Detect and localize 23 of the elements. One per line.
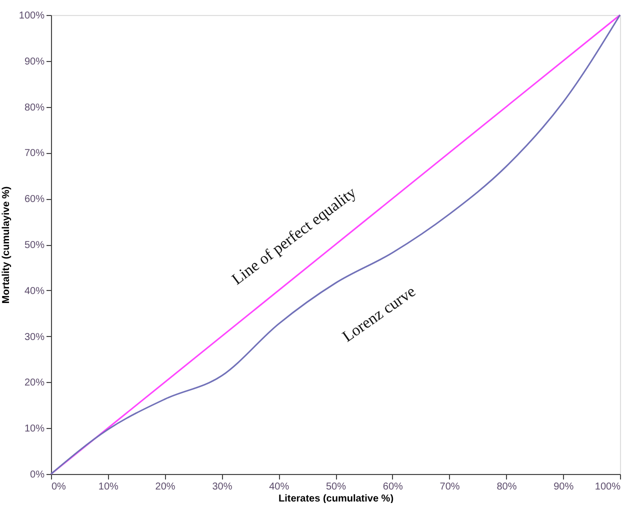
x-tick-label: 20% xyxy=(155,482,176,492)
x-tick-label: 60% xyxy=(382,482,404,492)
y-tick-label: 80% xyxy=(24,102,45,114)
x-tick-label: 50% xyxy=(326,482,346,492)
x-tick-label: 30% xyxy=(212,482,232,492)
y-tick-label: 90% xyxy=(24,56,45,68)
x-tick-label: 90% xyxy=(554,482,574,492)
x-tick-label: 70% xyxy=(440,482,460,492)
x-tick-label: 10% xyxy=(98,482,119,492)
y-tick-label: 10% xyxy=(24,424,45,435)
y-tick-label: 0% xyxy=(30,470,45,480)
y-tick-label: 20% xyxy=(24,378,45,389)
y-tick-label: 30% xyxy=(24,332,45,343)
y-tick-label: 50% xyxy=(24,240,45,251)
x-tick-label: 0% xyxy=(52,482,66,492)
y-tick-label: 100% xyxy=(18,10,45,22)
y-tick-label: 60% xyxy=(24,194,45,206)
y-axis-title: Mortality (cumulayive %) xyxy=(0,186,12,304)
x-tick-label: 80% xyxy=(496,482,517,492)
x-tick-label: 100% xyxy=(594,482,621,492)
y-tick-label: 40% xyxy=(24,286,45,297)
y-tick-label: 70% xyxy=(24,148,45,160)
x-tick-label: 40% xyxy=(269,482,290,492)
